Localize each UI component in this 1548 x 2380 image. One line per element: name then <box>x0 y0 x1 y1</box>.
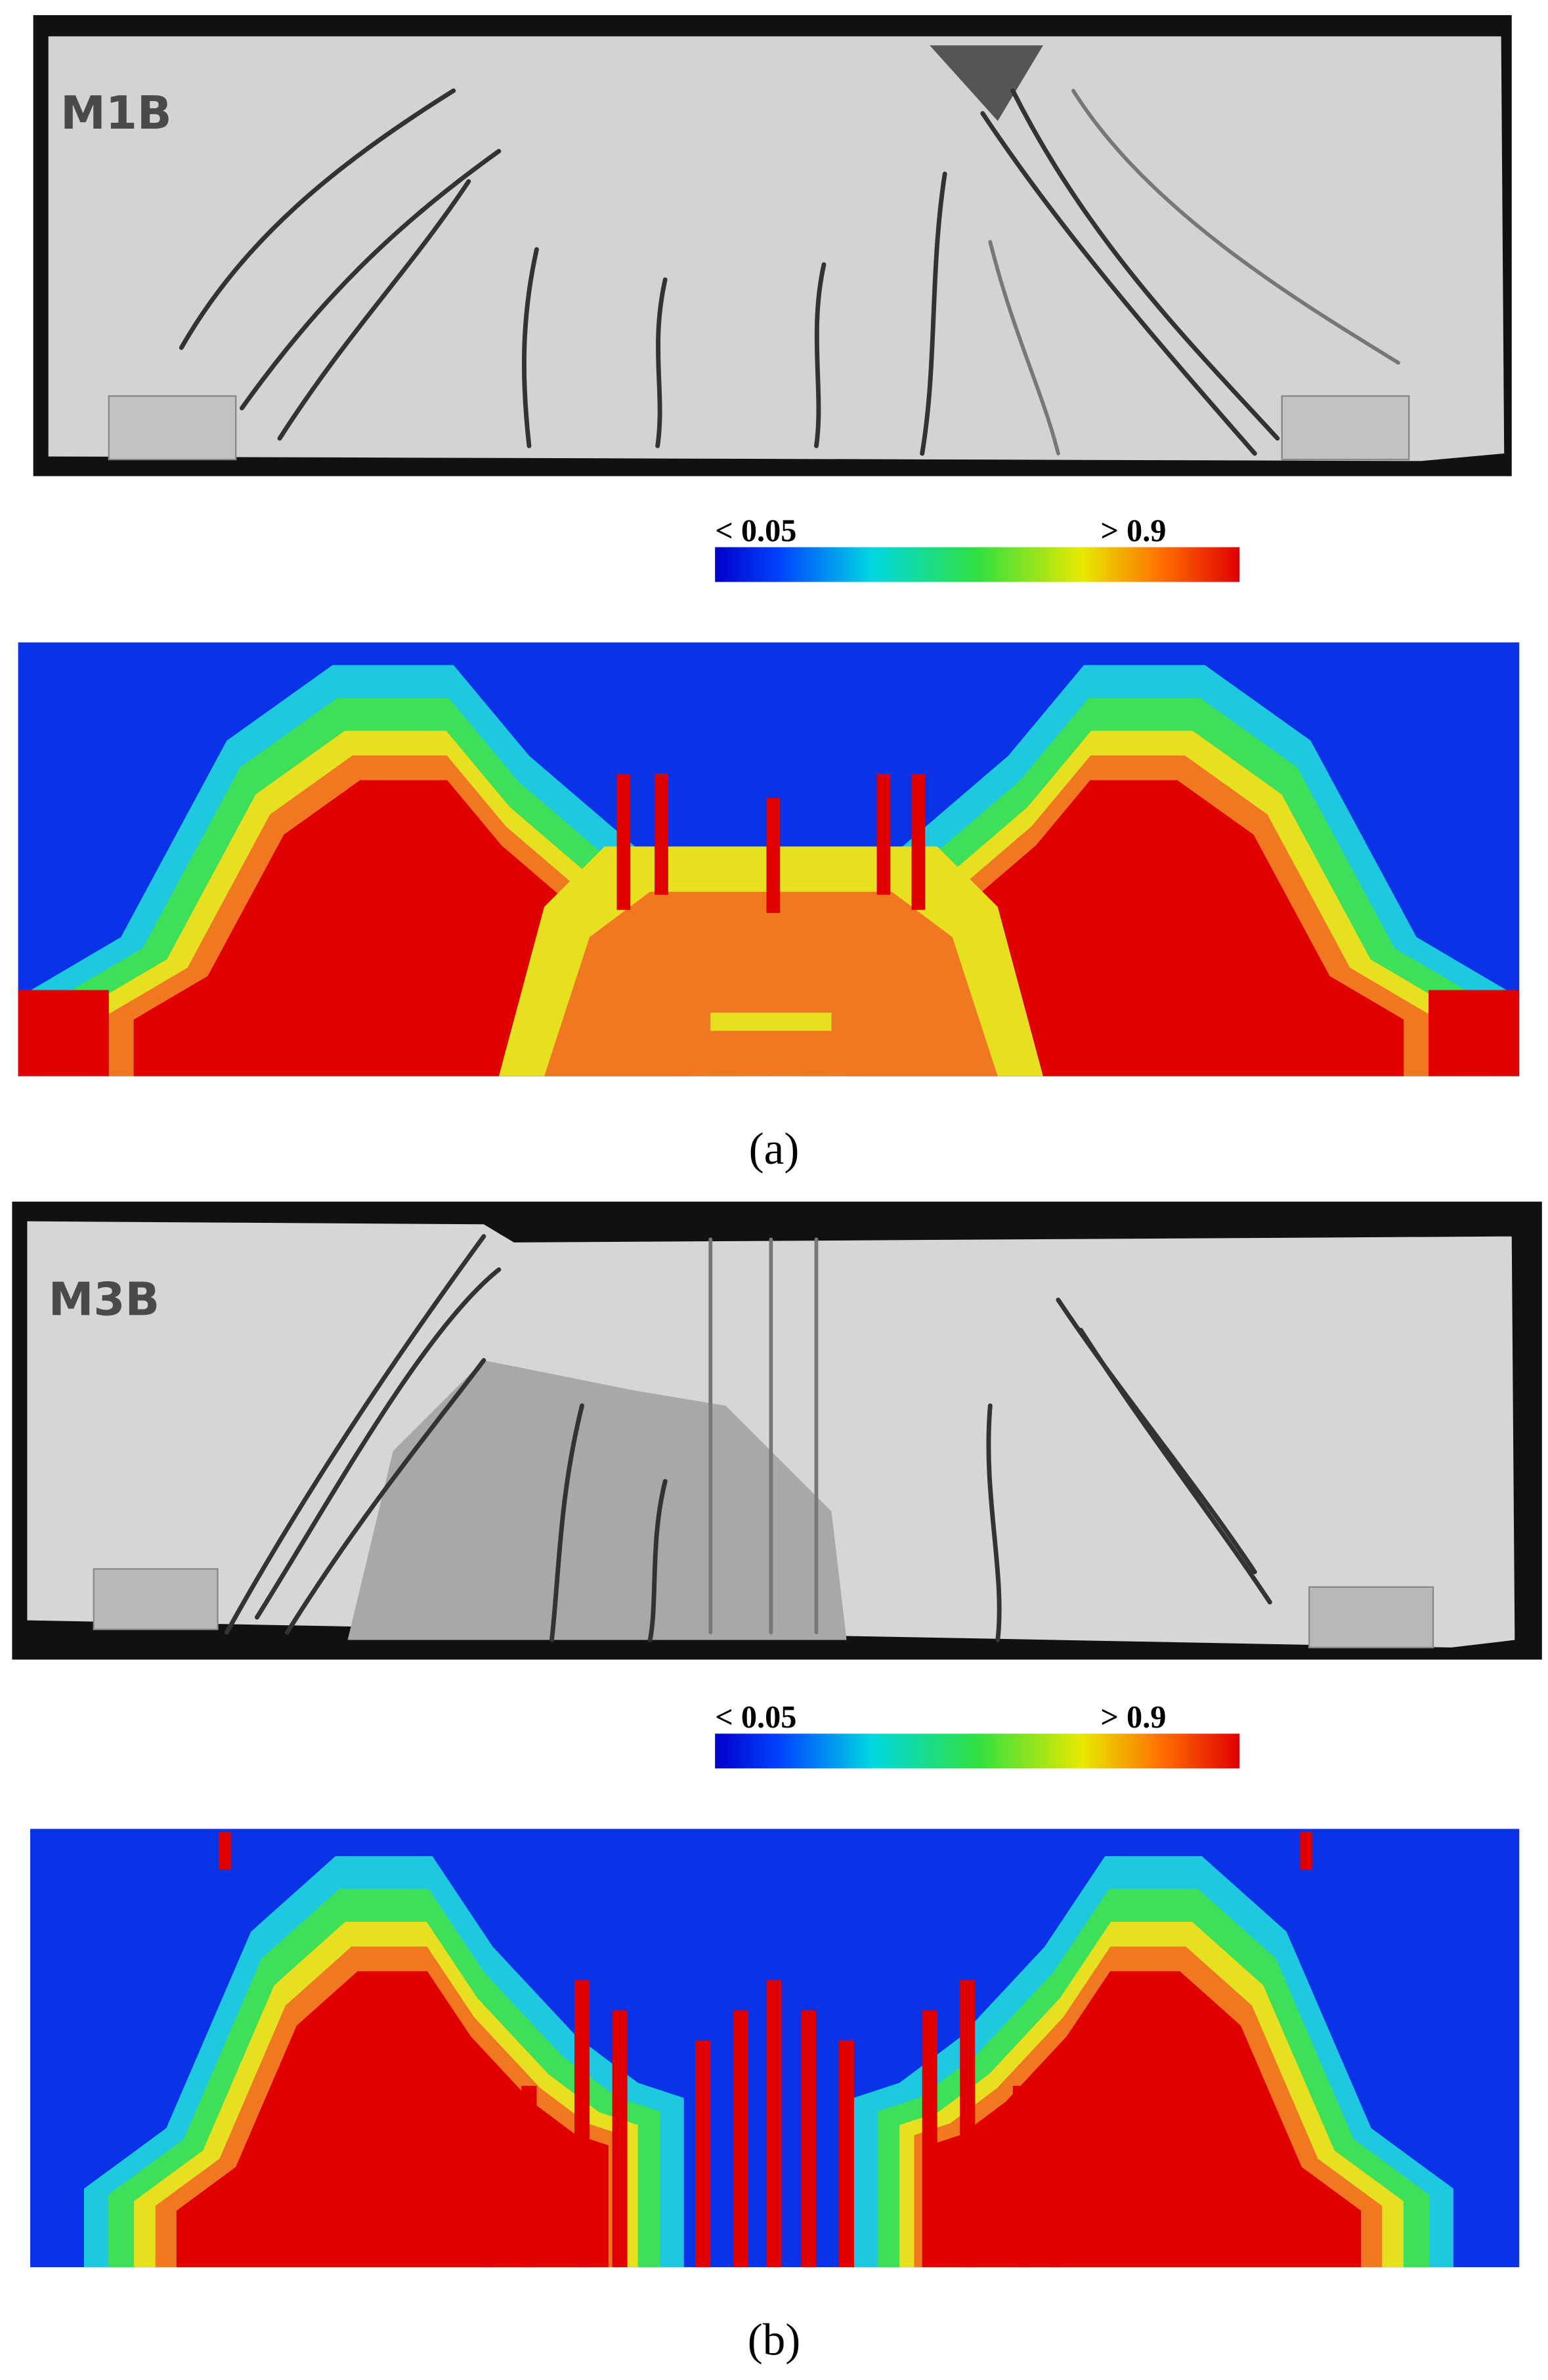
panel-label: (b) <box>748 2314 801 2365</box>
colorbar-max-label: > 0.9 <box>1100 1700 1166 1735</box>
colorbar-min-label: < 0.05 <box>715 513 796 548</box>
colorbar-min-label: < 0.05 <box>715 1700 796 1735</box>
damage-contour <box>18 642 1520 1076</box>
beam-photo: M3B <box>12 1201 1542 1660</box>
specimen-label: M3B <box>49 1273 160 1326</box>
colorbar: < 0.05 > 0.9 <box>715 1700 1240 1769</box>
colorbar: < 0.05 > 0.9 <box>715 513 1240 582</box>
panel-label: (a) <box>749 1123 800 1174</box>
colorbar-gradient <box>715 1733 1240 1769</box>
beam-photo: M1B <box>33 15 1512 477</box>
specimen-label: M1B <box>60 87 171 140</box>
damage-contour <box>30 1829 1520 2268</box>
colorbar-gradient <box>715 547 1240 582</box>
colorbar-max-label: > 0.9 <box>1100 513 1166 548</box>
